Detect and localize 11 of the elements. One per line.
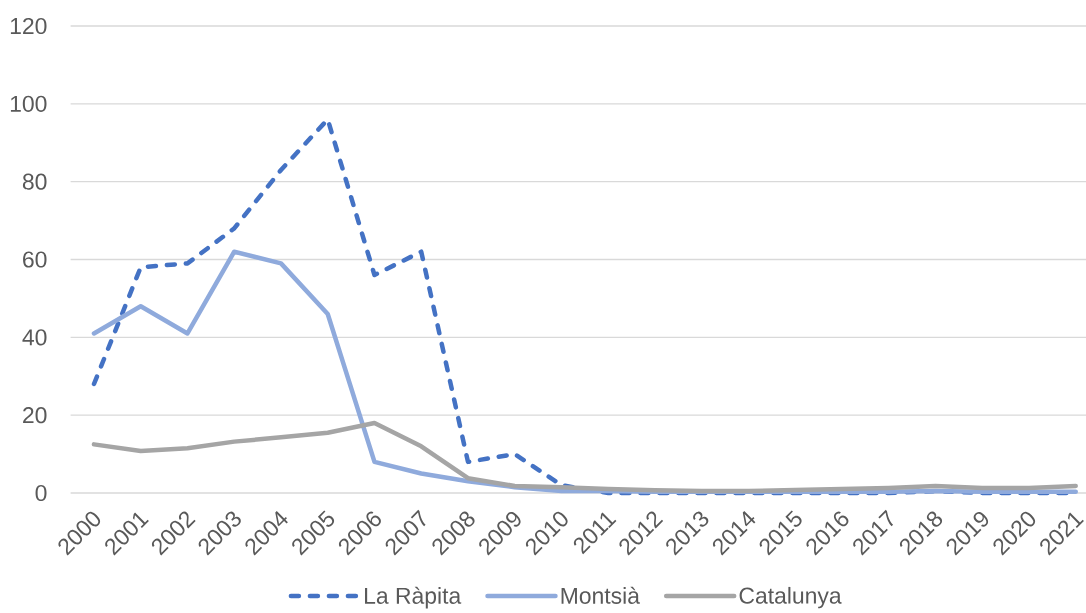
y-tick-label: 40 xyxy=(22,329,47,346)
y-tick-label: 20 xyxy=(23,407,47,424)
y-tick-label: 100 xyxy=(10,95,47,112)
y-tick-label: 60 xyxy=(23,251,47,268)
line-series xyxy=(91,420,1078,494)
legend-label: La Ràpita xyxy=(365,586,462,609)
y-tick-label: 80 xyxy=(22,173,47,190)
legend-label: Catalunya xyxy=(739,586,842,609)
y-tick-label: 0 xyxy=(35,484,47,502)
y-tick-label: 120 xyxy=(10,17,47,35)
legend-label: Montsià xyxy=(561,586,640,604)
